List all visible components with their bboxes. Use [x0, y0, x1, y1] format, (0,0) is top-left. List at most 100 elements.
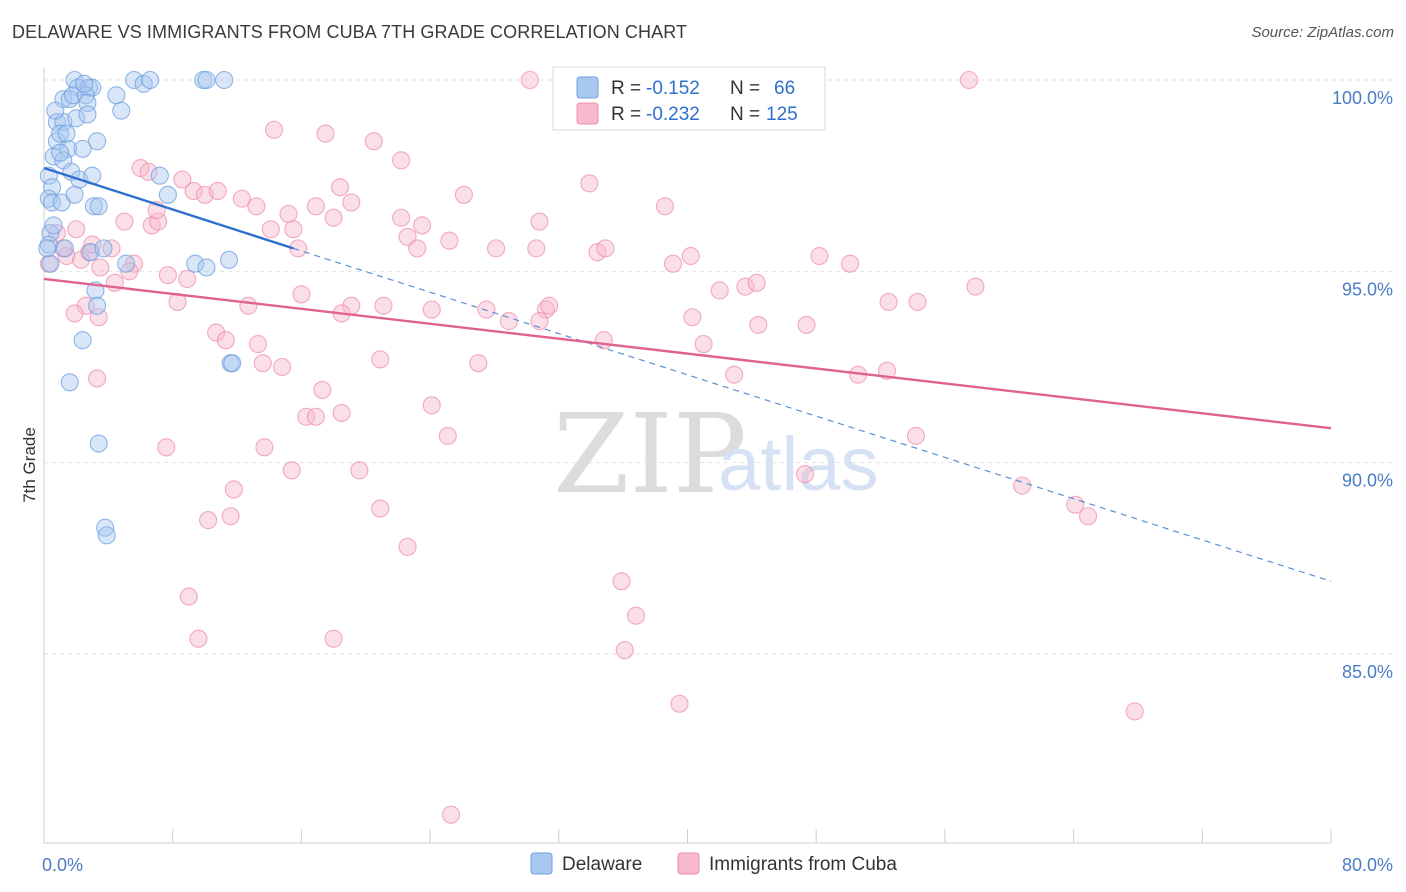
cuba-point: [316, 124, 335, 143]
delaware-point: [223, 354, 242, 373]
delaware-point: [197, 70, 216, 90]
delaware-point: [42, 178, 62, 197]
x-tick-label: 0.0%: [42, 855, 83, 875]
delaware-point: [125, 70, 144, 90]
cuba-point: [158, 266, 177, 285]
delaware-trend-line: [43, 166, 294, 250]
cuba-point: [408, 239, 427, 258]
cuba-point: [67, 220, 86, 239]
delaware-point: [41, 254, 60, 273]
cuba-point: [422, 396, 441, 415]
cuba-point: [499, 312, 518, 331]
delaware-point: [89, 197, 108, 216]
cuba-point: [959, 70, 979, 90]
cuba-point: [71, 250, 91, 269]
delaware-point: [76, 86, 95, 105]
delaware-point: [44, 216, 63, 235]
cuba-point: [284, 220, 303, 239]
delaware-point: [51, 143, 70, 162]
cuba-point: [199, 511, 218, 530]
legend-n-value: 66: [774, 78, 795, 99]
correlation-legend: R = -0.152 N = 66 R = -0.232 N = 125: [552, 66, 826, 131]
legend-r-label: R =: [611, 104, 641, 125]
cuba-point: [255, 438, 274, 457]
cuba-trend-line: [43, 277, 1332, 430]
cuba-point: [232, 189, 251, 208]
cuba-point: [469, 354, 488, 373]
cuba-point: [520, 70, 539, 90]
delaware-point: [219, 250, 239, 269]
delaware-point: [73, 139, 92, 158]
cuba-point: [173, 170, 192, 189]
cuba-point: [747, 273, 766, 292]
cuba-point: [115, 212, 134, 231]
cuba-point: [906, 426, 925, 445]
cuba-point: [681, 246, 700, 266]
legend-r-value: -0.232: [646, 104, 700, 125]
cuba-point: [966, 277, 985, 296]
cuba-point: [330, 178, 350, 197]
legend-r-value: -0.152: [646, 78, 700, 99]
cuba-point: [189, 629, 208, 648]
delaware-point: [67, 109, 86, 128]
delaware-point: [88, 296, 107, 315]
cuba-point: [371, 350, 390, 369]
delaware-point: [63, 86, 83, 105]
watermark-atlas: atlas: [718, 422, 879, 507]
cuba-point: [810, 246, 829, 266]
watermark-zip: ZIP: [553, 390, 747, 518]
cuba-point: [908, 292, 927, 311]
series-legend: Delaware Immigrants from Cuba: [530, 852, 897, 875]
cuba-point: [663, 254, 683, 273]
cuba-point: [332, 403, 351, 422]
delaware-point: [112, 101, 131, 120]
cuba-point: [313, 380, 332, 400]
cuba-point: [710, 281, 729, 300]
cuba-point: [184, 181, 203, 201]
delaware-point: [116, 254, 136, 273]
cuba-point: [527, 239, 546, 258]
delaware-point: [96, 518, 115, 537]
cuba-point: [297, 407, 316, 426]
y-tick-label: 100.0%: [1332, 88, 1393, 108]
cuba-point: [149, 212, 168, 231]
legend-swatch-cuba: [677, 852, 700, 875]
cuba-point: [580, 174, 599, 193]
cuba-point: [306, 407, 325, 426]
legend-label-delaware: Delaware: [562, 854, 642, 875]
cuba-point: [292, 285, 311, 304]
y-tick-label: 95.0%: [1342, 279, 1393, 299]
cuba-point: [157, 438, 176, 457]
delaware-point: [42, 193, 62, 212]
delaware-point: [73, 331, 92, 350]
x-tick-labels: 0.0% 80.0%: [42, 855, 1393, 875]
cuba-point: [487, 239, 506, 258]
delaware-point: [94, 239, 113, 258]
source-credit: Source: ZipAtlas.com: [1251, 24, 1394, 41]
trend-lines: [43, 166, 1332, 582]
delaware-point: [186, 254, 205, 273]
cuba-point: [207, 323, 226, 342]
axes: [43, 68, 1332, 844]
cuba-point: [350, 461, 369, 480]
cuba-point: [694, 334, 713, 354]
delaware-point: [60, 373, 79, 392]
cuba-point: [89, 308, 108, 327]
cuba-point: [374, 296, 393, 315]
delaware-point: [57, 124, 76, 143]
cuba-point: [392, 208, 411, 227]
cuba-point: [840, 254, 860, 273]
delaware-point: [141, 70, 160, 90]
cuba-point: [139, 162, 158, 181]
legend-r-label: R =: [611, 78, 641, 99]
cuba-point: [626, 606, 646, 625]
cuba-point: [91, 258, 110, 277]
cuba-point: [342, 193, 361, 212]
cuba-point: [178, 269, 197, 289]
delaware-point: [158, 185, 177, 204]
cuba-point: [65, 304, 84, 323]
legend-swatch-delaware: [530, 852, 553, 875]
cuba-point: [655, 197, 675, 216]
cuba-point: [615, 641, 634, 660]
cuba-point: [454, 185, 473, 204]
